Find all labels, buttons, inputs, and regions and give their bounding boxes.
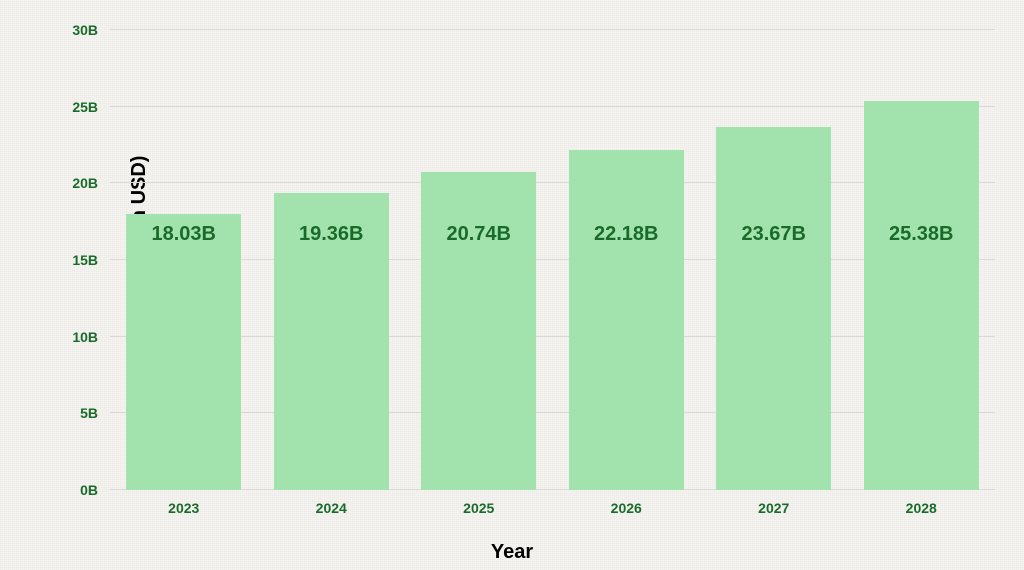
bar-slot: 18.03B2023 [110,30,258,490]
x-tick-label: 2027 [758,490,789,516]
bar-slot: 25.38B2028 [848,30,996,490]
bar-slot: 19.36B2024 [258,30,406,490]
y-tick-label: 5B [80,405,110,421]
bar [126,214,241,490]
bar-slot: 20.74B2025 [405,30,553,490]
y-tick-label: 25B [72,99,110,115]
x-tick-label: 2026 [611,490,642,516]
y-tick-label: 10B [72,329,110,345]
plot-area: 0B5B10B15B20B25B30B18.03B202319.36B20242… [110,30,995,490]
x-tick-label: 2028 [906,490,937,516]
x-axis-title: Year [491,541,533,564]
y-tick-label: 0B [80,482,110,498]
bar [569,150,684,490]
bar-value-label: 20.74B [405,223,553,246]
x-tick-label: 2023 [168,490,199,516]
bar [421,172,536,490]
bar-value-label: 18.03B [110,223,258,246]
bar [716,127,831,490]
bar-value-label: 25.38B [848,223,996,246]
y-tick-label: 20B [72,175,110,191]
market-size-bar-chart: Market Size (in billion USD) Year 0B5B10… [0,0,1024,570]
y-tick-label: 15B [72,252,110,268]
bar-slot: 22.18B2026 [553,30,701,490]
y-tick-label: 30B [72,22,110,38]
bar-value-label: 23.67B [700,223,848,246]
bar-value-label: 19.36B [258,223,406,246]
bar-value-label: 22.18B [553,223,701,246]
x-tick-label: 2024 [316,490,347,516]
bar [864,101,979,490]
bar-slot: 23.67B2027 [700,30,848,490]
x-tick-label: 2025 [463,490,494,516]
